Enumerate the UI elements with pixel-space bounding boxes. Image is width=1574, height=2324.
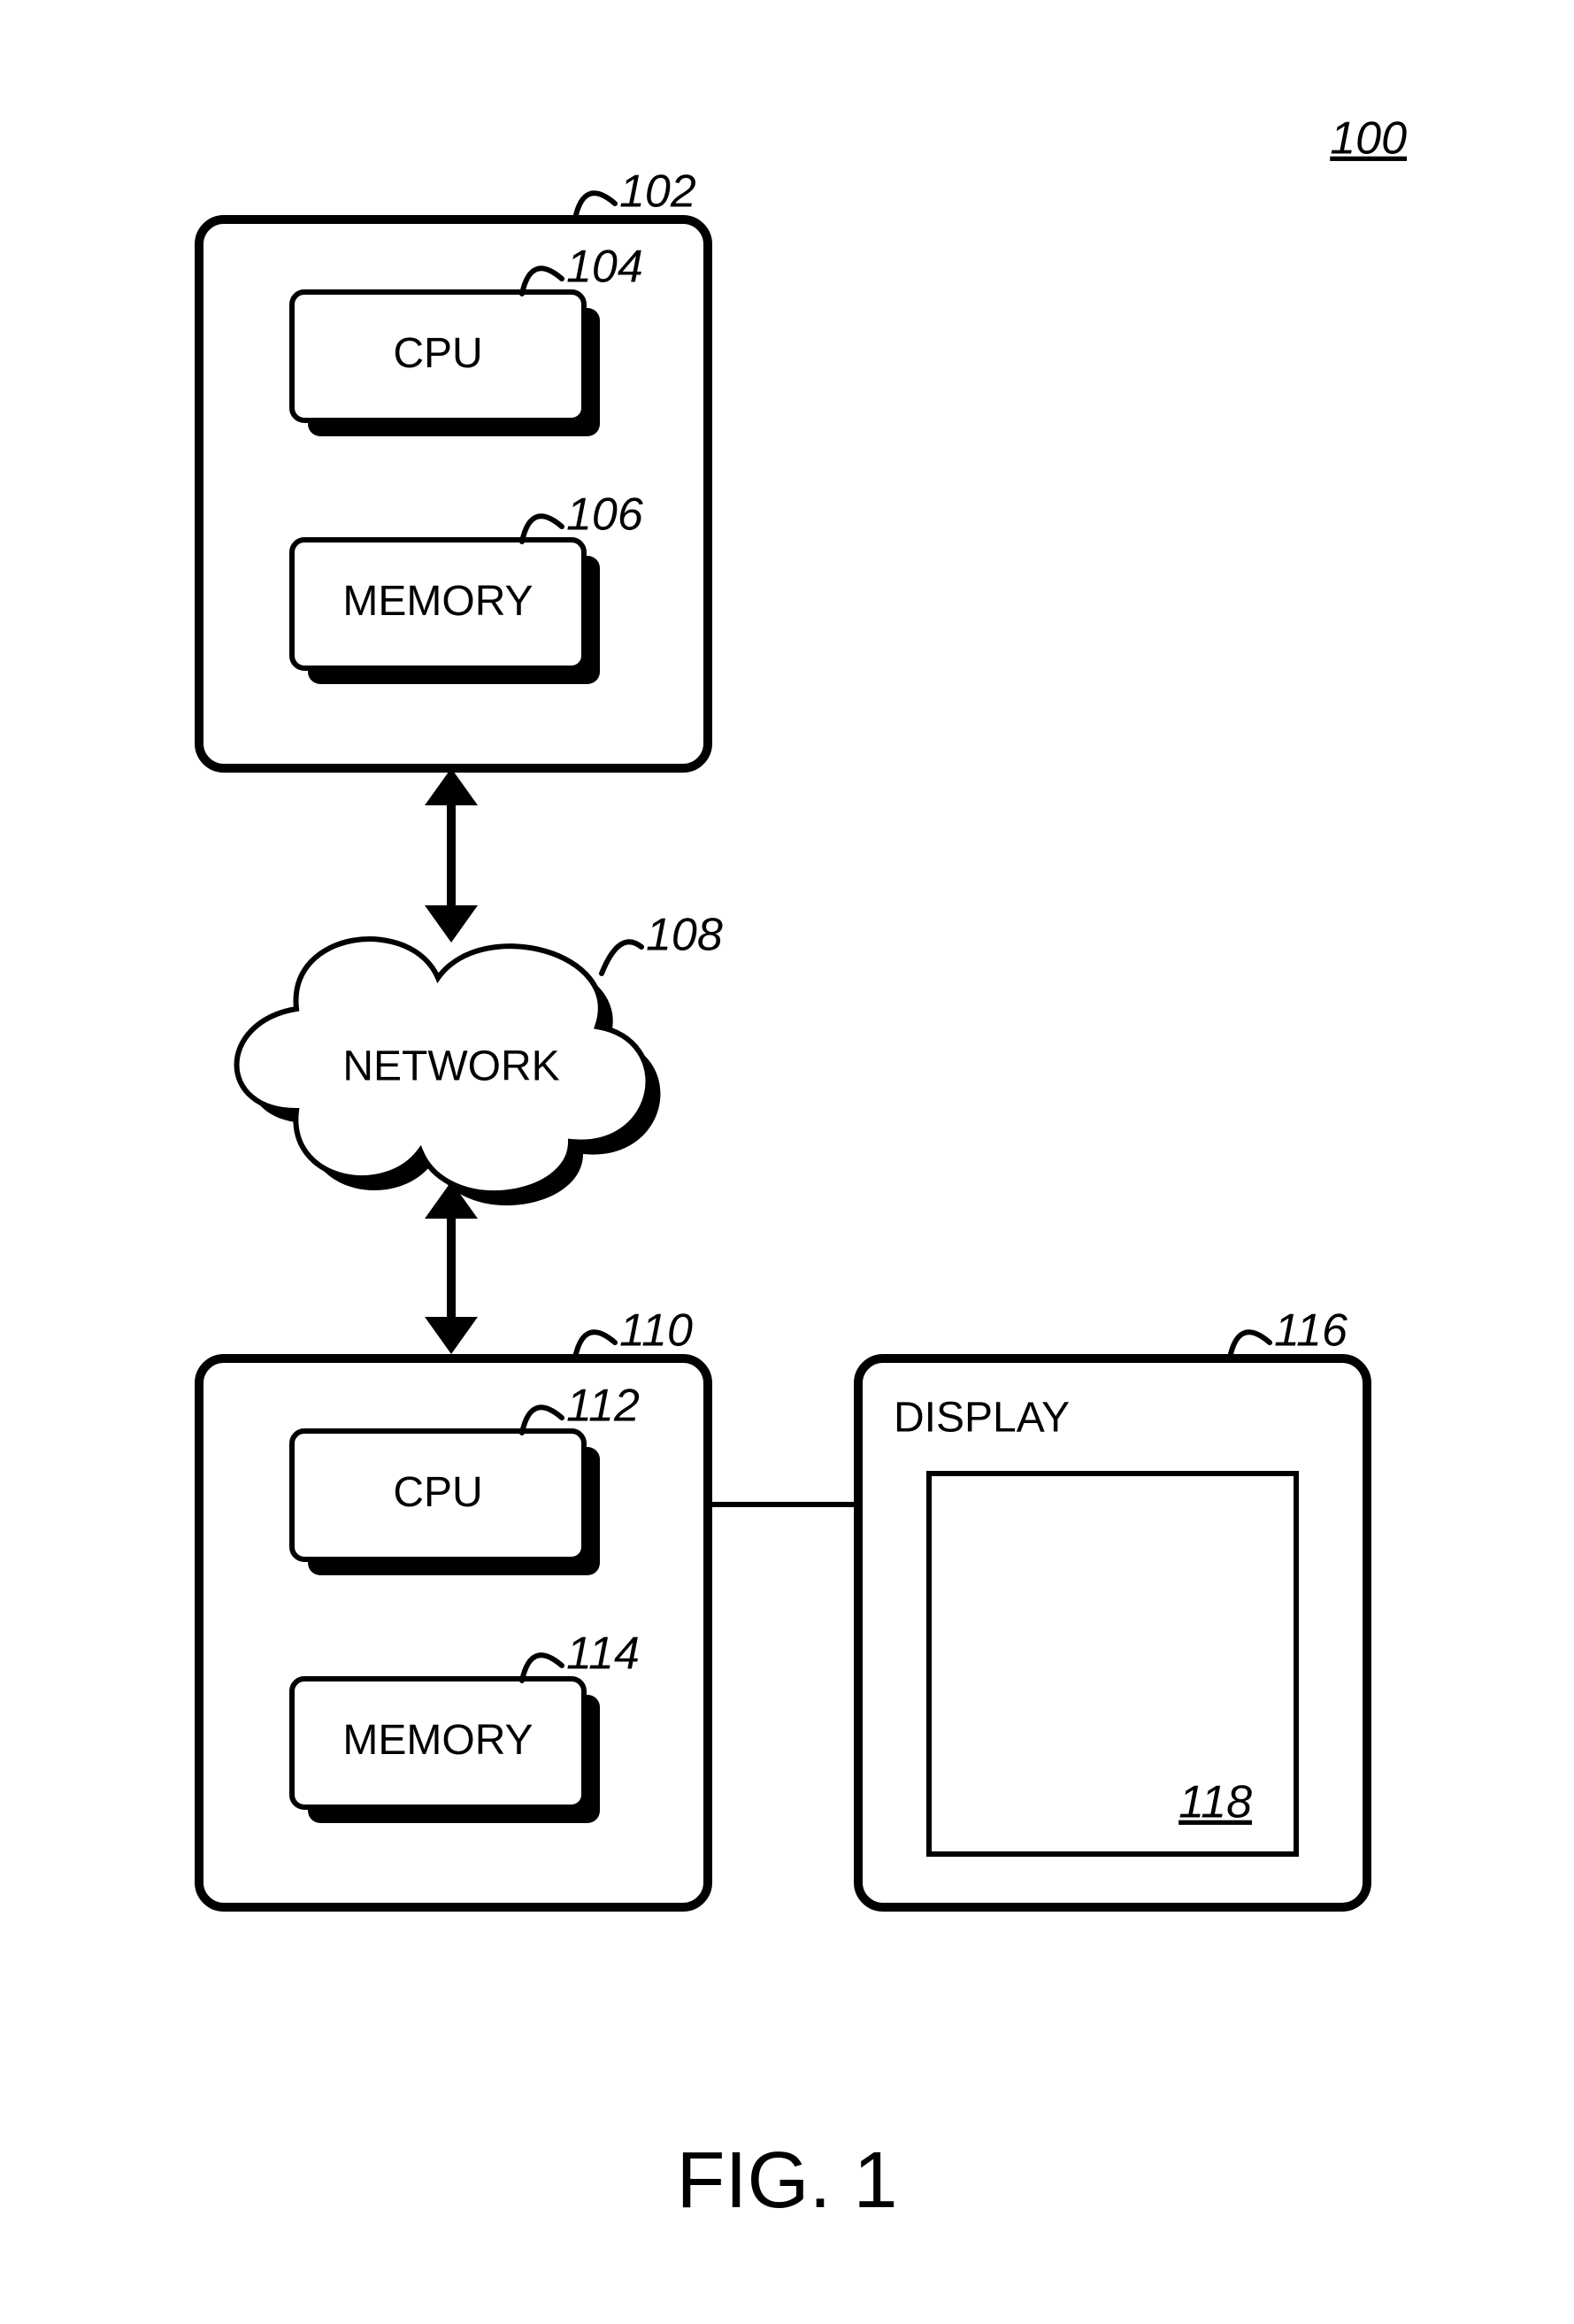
ref-118: 118 <box>1179 1777 1252 1828</box>
ref-100: 100 <box>1330 113 1407 165</box>
block-label: CPU <box>393 330 482 377</box>
path-elem <box>1230 1332 1270 1358</box>
path-elem <box>575 1332 615 1358</box>
polygon-elem <box>425 1317 478 1354</box>
ref-label: 110 <box>619 1305 693 1357</box>
block-label: CPU <box>393 1469 482 1516</box>
figure-label: FIG. 1 <box>676 2136 897 2225</box>
ref-label: 106 <box>566 489 643 541</box>
ref-label: 102 <box>619 166 696 218</box>
path-elem <box>575 193 615 219</box>
block-label: MEMORY <box>342 578 533 625</box>
ref-label: 108 <box>646 910 723 961</box>
polygon-elem <box>425 905 478 943</box>
path-elem <box>602 942 641 973</box>
display-label: DISPLAY <box>894 1395 1070 1442</box>
ref-label: 114 <box>566 1628 640 1680</box>
ref-label: 116 <box>1274 1305 1347 1357</box>
ref-label: 104 <box>566 242 643 293</box>
cloud-label: NETWORK <box>342 1043 559 1090</box>
ref-label: 112 <box>566 1381 640 1432</box>
block-label: MEMORY <box>342 1717 533 1764</box>
polygon-elem <box>425 768 478 805</box>
